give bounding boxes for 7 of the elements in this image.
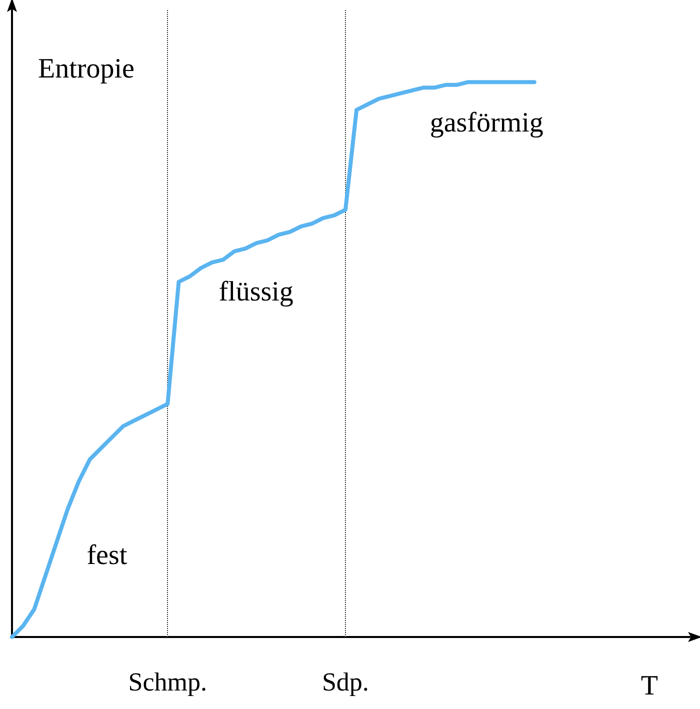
x-tick-label: Sdp. (322, 668, 369, 696)
annotation: flüssig (218, 276, 294, 308)
y-axis-title: Entropie (38, 54, 134, 84)
annotation: fest (86, 540, 128, 571)
x-tick-label: Schmp. (128, 668, 207, 696)
annotation: gasförmig (430, 107, 544, 138)
x-axis-title: T (640, 670, 658, 702)
